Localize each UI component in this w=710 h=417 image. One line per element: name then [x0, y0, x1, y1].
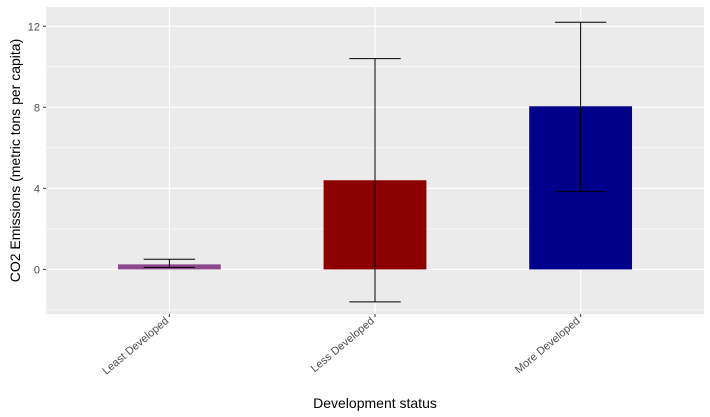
x-tick-label: More Developed: [513, 315, 583, 376]
y-tick-label: 12: [28, 21, 40, 33]
y-tick-label: 0: [34, 264, 40, 276]
error-bar-more-developed: [554, 21, 607, 192]
y-tick-label: 4: [34, 183, 40, 195]
y-axis: 0 4 8 12: [28, 21, 46, 276]
y-axis-title: CO2 Emissions (metric tons per capita): [7, 39, 23, 283]
x-tick-label: Least Developed: [100, 315, 171, 377]
x-tick-label: Less Developed: [309, 315, 377, 375]
y-tick-label: 8: [34, 102, 40, 114]
error-bar-less-developed: [349, 58, 401, 303]
x-axis-title: Development status: [313, 395, 437, 411]
x-axis: Least Developed Less Developed More Develo…: [100, 314, 583, 377]
error-bar-least-developed: [143, 258, 196, 268]
error-bars: [143, 21, 607, 303]
